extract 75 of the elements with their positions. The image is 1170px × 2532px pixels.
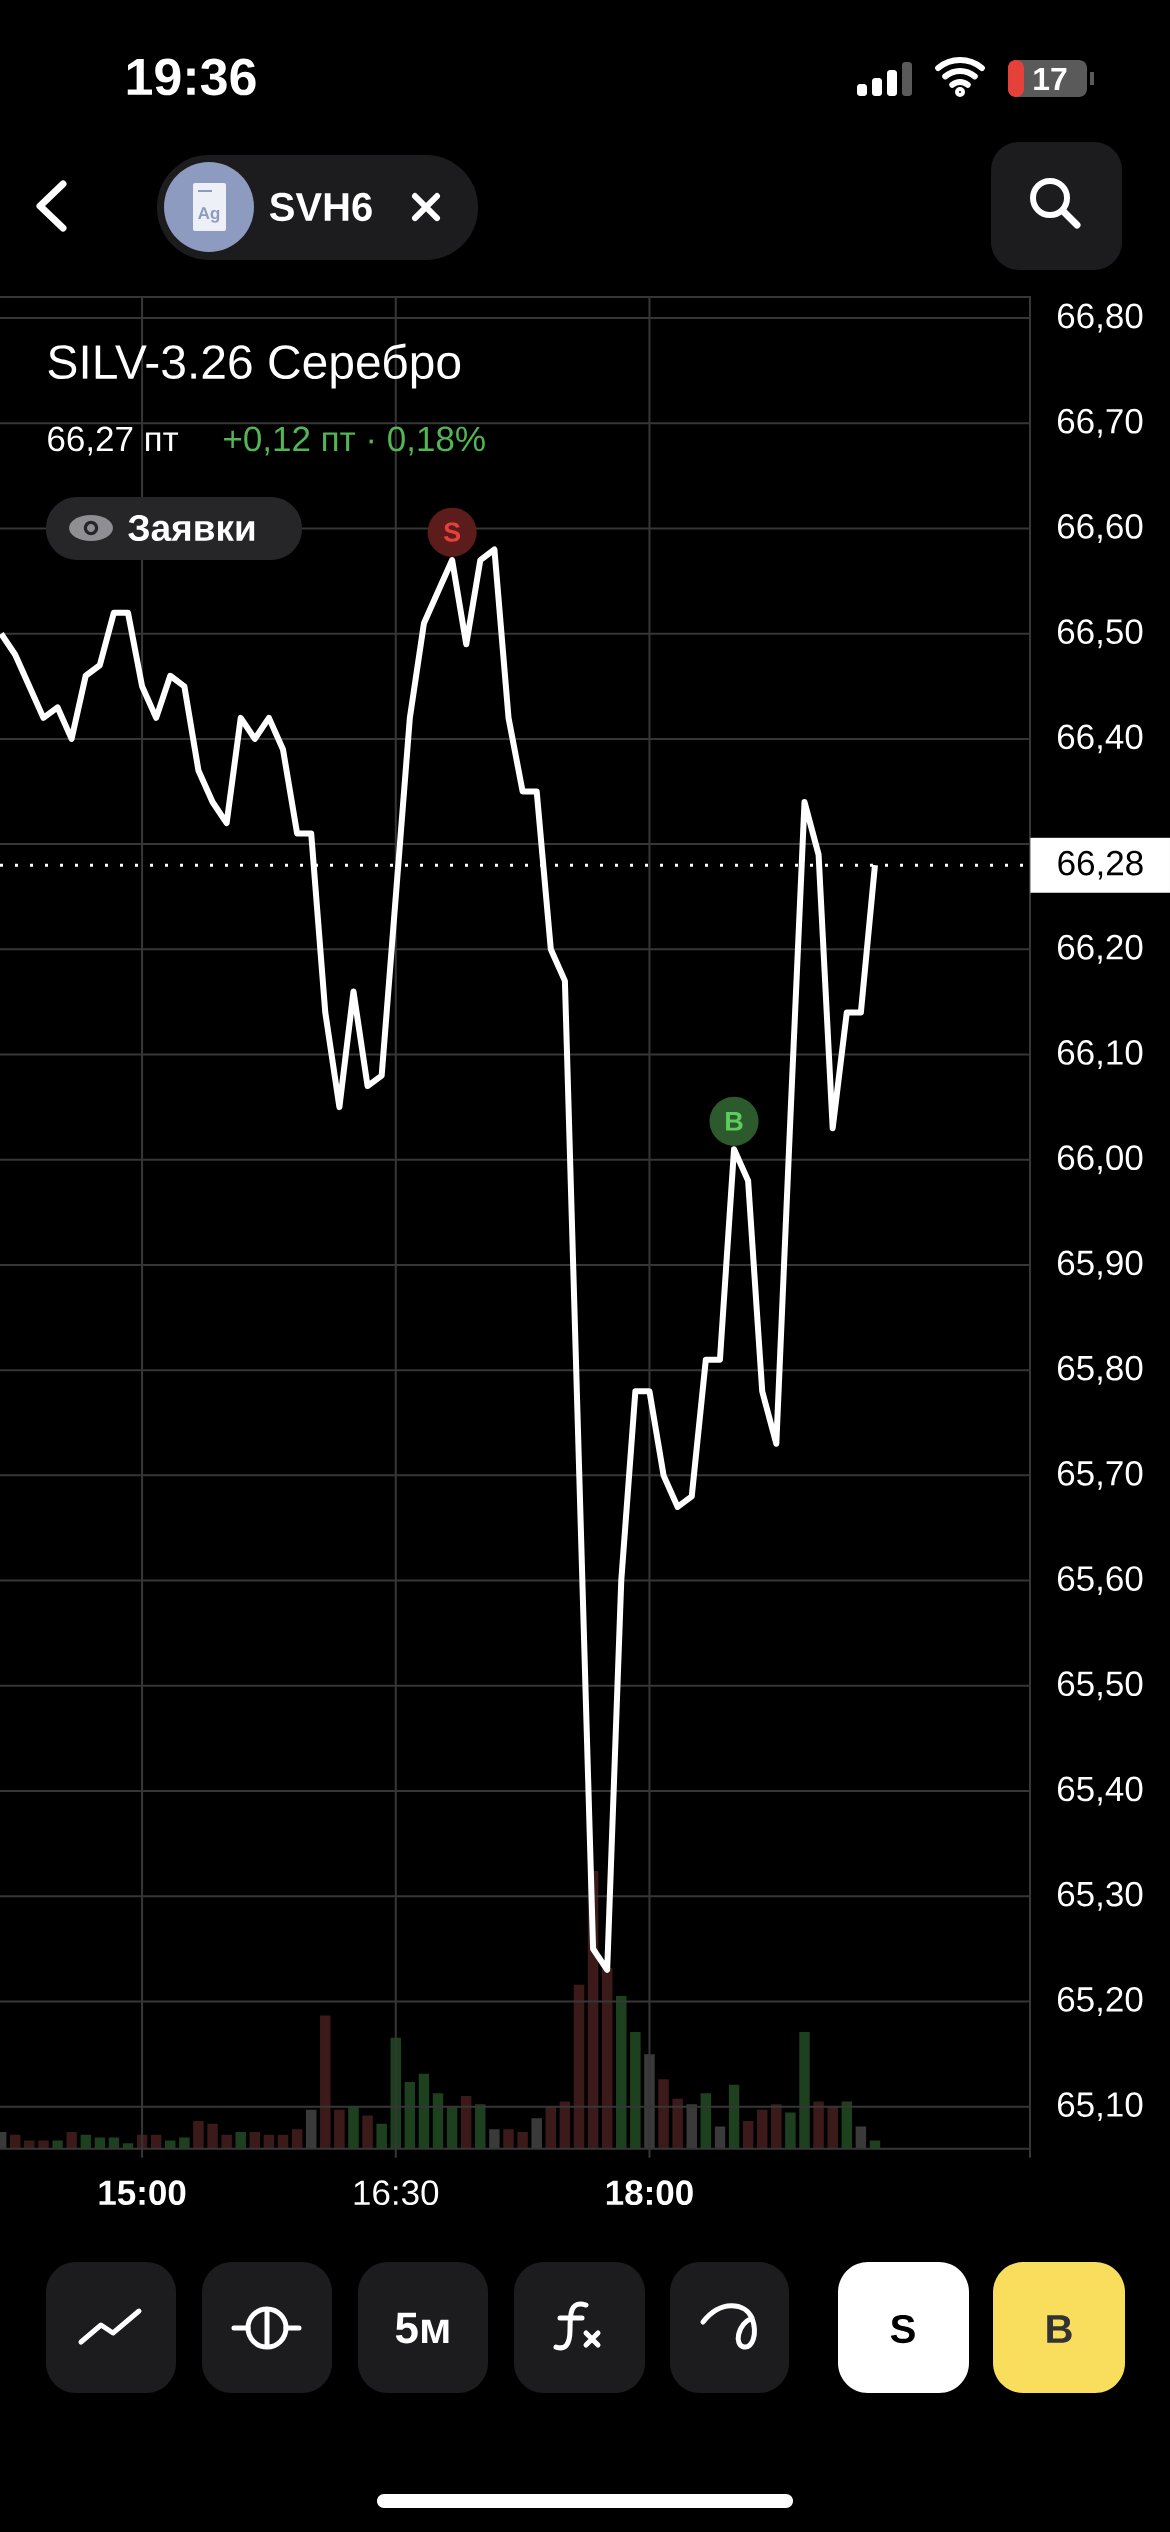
- bar: [630, 2032, 641, 2149]
- annotation: +0,12 пт · 0,18%: [224, 426, 485, 456]
- y-tick-label: 65,50: [1057, 1671, 1143, 1701]
- bar: [348, 2107, 359, 2149]
- bar: [728, 2084, 740, 2149]
- bar: [193, 2120, 204, 2149]
- bar: [785, 2112, 796, 2149]
- y-tick-label: 65,30: [1057, 1881, 1143, 1911]
- bar: [207, 2123, 218, 2149]
- y-tick-label: 66,10: [1057, 1040, 1143, 1069]
- text: S: [890, 2314, 915, 2344]
- bar: [376, 2123, 387, 2149]
- bar: [827, 2107, 838, 2149]
- bar: [742, 2120, 754, 2149]
- x-tick-label: 15:00: [99, 2180, 186, 2206]
- y-tick-label: 65,70: [1057, 1460, 1143, 1490]
- bar: [52, 2140, 63, 2149]
- y-tick-label: 65,40: [1057, 1776, 1143, 1806]
- text: SILV-3.26 Серебро: [48, 343, 461, 389]
- bar: [165, 2140, 176, 2149]
- text: 17: [1034, 68, 1067, 91]
- text: 5м: [395, 2312, 449, 2344]
- bar: [869, 2140, 881, 2149]
- x-tick-label: 16:30: [354, 2180, 439, 2206]
- text: Ag: [198, 207, 220, 223]
- annotation: B: [726, 1112, 743, 1131]
- bar: [503, 2129, 514, 2149]
- bar: [404, 2082, 416, 2149]
- bar: [291, 2129, 303, 2149]
- bar: [799, 2032, 810, 2149]
- y-tick-label: 66,80: [1057, 303, 1143, 333]
- ref-line-label: 66,28: [1058, 850, 1143, 880]
- bar: [362, 2115, 373, 2149]
- bar: [545, 2107, 557, 2149]
- bar: [221, 2134, 232, 2149]
- y-tick-label: 65,80: [1057, 1355, 1143, 1385]
- y-tick-label: 66,40: [1057, 724, 1143, 754]
- bar: [771, 2104, 782, 2149]
- bar: [334, 2109, 345, 2149]
- y-tick-label: 65,60: [1057, 1566, 1143, 1596]
- y-tick-label: 66,60: [1057, 514, 1143, 543]
- bar: [616, 1995, 627, 2149]
- y-tick-label: 66,70: [1057, 408, 1143, 438]
- bar: [24, 2140, 35, 2149]
- bar: [475, 2104, 486, 2149]
- bar: [249, 2132, 261, 2149]
- bar: [756, 2109, 768, 2149]
- annotation: S: [443, 522, 461, 542]
- text: 66,27 пт: [48, 426, 179, 456]
- x-tick-label: 18:00: [606, 2180, 693, 2206]
- y-tick-label: 66,20: [1057, 934, 1143, 964]
- y-tick-label: 65,90: [1057, 1250, 1143, 1280]
- text: 19:36: [127, 58, 256, 96]
- bar: [658, 2079, 669, 2149]
- bar: [573, 1984, 585, 2149]
- bar: [66, 2132, 77, 2149]
- y-tick-label: 65,10: [1057, 2092, 1143, 2122]
- bar: [320, 2015, 331, 2149]
- annotation: Заявки: [128, 514, 255, 542]
- bar: [235, 2132, 246, 2149]
- bar: [700, 2093, 712, 2149]
- bar: [38, 2140, 49, 2149]
- y-tick-label: 66,50: [1057, 619, 1143, 649]
- text: SVH6: [269, 192, 372, 222]
- bar: [418, 2073, 430, 2149]
- bar: [179, 2137, 190, 2149]
- text: B: [1047, 2315, 1072, 2343]
- bar: [517, 2132, 528, 2149]
- y-tick-label: 66,00: [1057, 1145, 1143, 1175]
- bar: [601, 1968, 613, 2149]
- bar: [672, 2098, 683, 2149]
- bar: [432, 2093, 444, 2149]
- y-tick-label: 65,20: [1057, 1986, 1143, 2016]
- bar: [446, 2107, 458, 2149]
- bar: [460, 2095, 472, 2149]
